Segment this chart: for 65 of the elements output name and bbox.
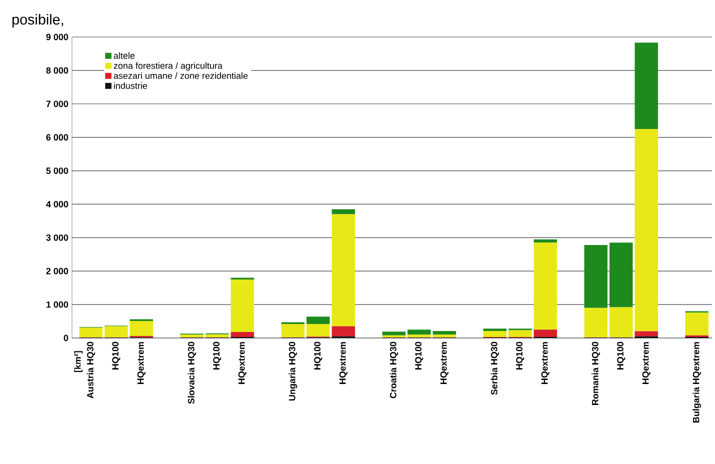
bar	[206, 334, 229, 338]
y-tick-label: 3 000	[46, 234, 68, 241]
x-tick-label: Romania HQ30	[592, 342, 600, 405]
y-tick-label: 7 000	[46, 100, 68, 108]
legend-label: asezari umane / zone rezidentiale	[114, 72, 248, 79]
legend-label: altele	[114, 52, 135, 59]
bar	[508, 330, 532, 337]
y-tick-label: 0	[64, 334, 68, 342]
x-tick-label: HQextrem	[238, 342, 246, 384]
x-tick-label: HQ100	[314, 342, 322, 370]
bar	[79, 328, 103, 338]
x-tick-label: HQ100	[516, 342, 524, 370]
bar	[408, 330, 431, 335]
y-tick-label: 2 000	[46, 268, 68, 274]
y-tick-label: 1 000	[46, 301, 68, 308]
x-tick-label: HQextrem	[541, 342, 550, 384]
y-tick-label: 5 000	[46, 168, 68, 174]
bar	[281, 324, 305, 338]
bar	[584, 245, 608, 308]
x-tick-label: Austria HQ30	[86, 342, 96, 398]
bar	[584, 308, 608, 338]
bar	[306, 316, 330, 324]
x-tick-label: HQ100	[213, 342, 222, 370]
x-tick-label: HQextrem	[642, 342, 650, 384]
bar	[104, 326, 128, 338]
bar	[634, 128, 658, 332]
bar	[130, 320, 154, 336]
bar	[432, 330, 456, 335]
bar	[534, 242, 557, 330]
bar	[332, 214, 356, 326]
x-tick-label: HQextrem	[339, 342, 348, 384]
bar	[610, 307, 633, 338]
bar	[408, 334, 431, 338]
x-tick-label: Croatia HQ30	[390, 342, 398, 398]
bar	[634, 331, 658, 336]
y-tick-label: 9 000	[46, 34, 68, 40]
bar	[483, 330, 506, 337]
bar	[382, 332, 406, 336]
bar	[610, 242, 633, 308]
bar	[306, 324, 330, 337]
x-tick-label: HQextrem	[137, 342, 146, 384]
x-tick-label: Serbia HQ30	[490, 342, 500, 395]
y-tick-label: 8 000	[46, 67, 68, 74]
x-tick-label: HQ100	[617, 342, 626, 370]
x-tick-label: HQ100	[112, 342, 120, 370]
x-tick-label: Ungaria HQ30	[288, 342, 298, 401]
bar	[332, 326, 356, 336]
bar	[432, 334, 456, 338]
bar	[180, 334, 204, 338]
bar	[634, 42, 658, 129]
x-tick-label: Bulgaria HQextrem	[692, 342, 702, 422]
y-tick-label: 6 000	[46, 134, 68, 141]
chart-title: posibile,	[12, 14, 64, 28]
x-tick-label: HQextrem	[440, 342, 448, 384]
x-tick-label: Slovacia HQ30	[188, 342, 196, 404]
y-axis-title: [km²]	[74, 351, 83, 372]
bar	[230, 279, 254, 332]
bar	[230, 332, 254, 337]
y-tick-label: 4 000	[46, 201, 68, 208]
bar	[534, 330, 557, 337]
legend-label: industrie	[114, 82, 148, 89]
legend-label: zona forestiera / agricultura	[114, 62, 222, 71]
x-tick-label: HQ100	[415, 342, 424, 370]
bar	[332, 209, 356, 214]
bar	[685, 312, 708, 336]
